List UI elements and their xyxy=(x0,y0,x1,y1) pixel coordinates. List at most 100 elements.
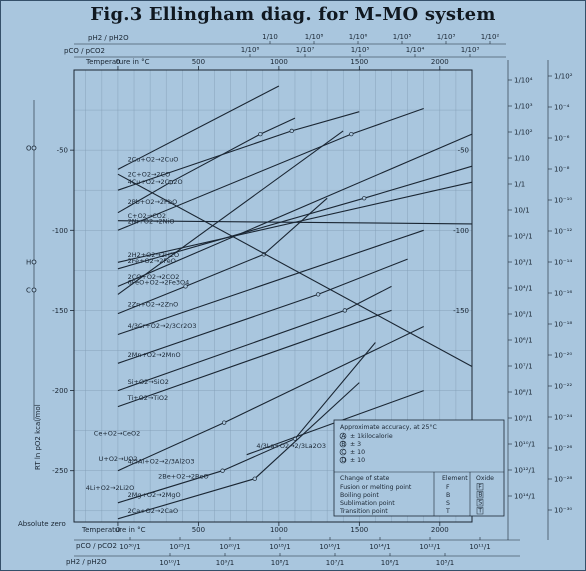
h2-right-tick-label: 10¹⁰/1 xyxy=(514,441,535,449)
co-top-tick-label: 1/10⁸ xyxy=(241,46,260,54)
po2-right-tick-label: 10⁻⁸ xyxy=(554,166,570,174)
reaction-label: 2Zn+O2→2ZnO xyxy=(128,301,179,309)
right-tick-label: -50 xyxy=(458,147,469,155)
reaction-label: 4/3Cr+O2→2/3Cr2O3 xyxy=(128,322,197,330)
change-of-state-point xyxy=(168,180,173,185)
reaction-label: 6FeO+O2→2Fe3O4 xyxy=(128,278,190,286)
accuracy-mark-letter: B xyxy=(341,441,345,448)
pivot-point xyxy=(31,259,37,265)
legend-table-header: Element xyxy=(442,475,468,482)
po2-right-tick-label: 10⁻²⁰ xyxy=(554,352,572,360)
co-top-tick-label: 1/10³ xyxy=(461,46,480,54)
x-axis-label-top: Temperature in °C xyxy=(85,58,150,66)
legend-table-header: Oxide xyxy=(476,475,494,482)
po2-right-tick-label: 10⁻⁴ xyxy=(554,104,570,112)
change-of-state-point xyxy=(362,196,367,201)
po2-right-tick-label: 10⁻³⁰ xyxy=(554,507,572,515)
series-line xyxy=(117,342,376,504)
right-tick-label: -100 xyxy=(453,227,469,235)
legend-row-change: Sublimation point xyxy=(340,500,395,507)
reaction-label: Ti+O2→TiO2 xyxy=(127,394,169,402)
reaction-label: 2Mg+O2→2MgO xyxy=(128,491,181,499)
h2-right-tick-label: 10⁹/1 xyxy=(514,415,533,423)
po2-right-tick-label: 10⁻¹⁰ xyxy=(554,197,572,205)
absolute-zero-label: Absolute zero xyxy=(18,520,66,528)
x-tick-label-top: 500 xyxy=(192,58,205,66)
series-line xyxy=(117,117,296,214)
co-bottom-tick-label: 10³⁰/1 xyxy=(119,543,140,551)
reaction-label: C+O2→CO2 xyxy=(128,212,166,220)
legend-row-change: Transition point xyxy=(339,508,388,515)
po2-right-tick-label: 10⁻⁶ xyxy=(554,135,570,143)
legend-row-oxide: T xyxy=(477,508,482,515)
po2-right-tick-label: 10⁻²⁸ xyxy=(554,476,572,484)
legend-row-oxide-box xyxy=(476,491,484,499)
h2-bottom-tick-label: 10⁶/1 xyxy=(381,559,400,567)
legend-row-element: T xyxy=(445,508,450,515)
x-tick-label-top: 0 xyxy=(116,58,120,66)
h2-right-tick-label: 10³/1 xyxy=(514,259,533,267)
po2-right-tick-label: 10⁻¹⁸ xyxy=(554,321,572,329)
y-tick-label: -200 xyxy=(52,387,68,395)
change-of-state-point xyxy=(252,476,257,481)
h2-top-tick-label: 1/10⁶ xyxy=(349,33,368,41)
h2-right-tick-label: 10²/1 xyxy=(514,233,533,241)
h2-right-tick-label: 10/1 xyxy=(514,207,530,215)
x-tick-label: 1000 xyxy=(270,526,288,534)
co-top-scale-label: pCO / pCO2 xyxy=(64,47,105,55)
reaction-label: 2Mn+O2→2MnO xyxy=(128,351,181,359)
accuracy-mark xyxy=(339,448,347,456)
h2-right-tick-label: 10⁶/1 xyxy=(514,337,533,345)
reaction-label: 4Cu+O2→2Cu2O xyxy=(128,178,183,186)
x-tick-label: 0 xyxy=(116,526,120,534)
accuracy-mark-letter: C xyxy=(341,449,345,456)
reaction-label: 2Ca+O2→2CaO xyxy=(128,507,179,515)
reaction-label: 2Ni+O2→2NiO xyxy=(128,217,175,225)
axes: 0 0 500 500 1000 1000 1500 1500 2000 2000 Temperat… xyxy=(18,58,473,534)
legend-table-header: Change of state xyxy=(340,475,389,482)
h2-right-tick-label: 1/10² xyxy=(514,129,533,137)
co-bottom-tick-label: 10²⁰/1 xyxy=(219,543,240,551)
series-line xyxy=(117,130,344,295)
co-bottom-tick-label: 10¹¹/1 xyxy=(469,543,490,551)
legend-row-change: Fusion or melting point xyxy=(340,484,412,491)
legend-row-oxide: F xyxy=(478,484,482,491)
co-bottom-scale-label: pCO / pCO2 xyxy=(76,542,117,550)
legend-row-element: S xyxy=(446,500,450,507)
accuracy-mark xyxy=(339,456,347,464)
legend-box xyxy=(333,419,505,517)
po2-right-tick-label: 10⁻²⁴ xyxy=(554,414,572,422)
chart-title: Fig.3 Ellingham diag. for M-MO system xyxy=(90,4,496,25)
h2-top-tick-label: 1/10⁵ xyxy=(393,33,412,41)
legend-row-element: F xyxy=(446,484,450,491)
x-tick-label: 1500 xyxy=(350,526,368,534)
series-line xyxy=(117,173,473,367)
legend-row-element: B xyxy=(446,492,450,499)
po2-right-tick-label: 10⁻²² xyxy=(554,383,572,391)
accuracy-mark-letter: A xyxy=(341,433,346,440)
co-top-tick-label: 1/10⁷ xyxy=(296,46,315,54)
reaction-label: 4/3Al+O2→2/3Al2O3 xyxy=(128,457,195,465)
accuracy-mark-letter: D xyxy=(341,457,346,464)
accuracy-text: ± 10 xyxy=(350,449,365,456)
reaction-labels: 4Cu+O2→2Cu2O 2Cu+O2→2CuO 6FeO+O2→2Fe3O4 2Pb… xyxy=(86,155,326,515)
legend-heading: Approximate accuracy, at 25°C xyxy=(340,423,437,431)
h2-right-tick-label: 1/1 xyxy=(514,181,525,189)
reaction-label: 2Be+O2→2BeO xyxy=(158,473,208,481)
po2-right-tick-label: 10⁻¹⁴ xyxy=(554,259,572,267)
y-tick-label: -150 xyxy=(52,307,68,315)
co-bottom-tick-label: 10¹²/1 xyxy=(419,543,440,551)
right-tick-label: -150 xyxy=(453,307,469,315)
h2-bottom-tick-label: 10¹⁰/1 xyxy=(159,559,180,567)
series-line xyxy=(117,85,280,170)
series-line xyxy=(117,229,424,336)
series-line xyxy=(117,309,392,408)
po2-right-tick-label: 1/10² xyxy=(554,73,573,81)
legend-row-oxide: B xyxy=(478,492,482,499)
co-top-tick-label: 1/10⁵ xyxy=(351,46,370,54)
h2-top-tick-label: 1/10² xyxy=(481,33,500,41)
change-of-state-point xyxy=(315,292,321,297)
pivot-label: O xyxy=(26,145,32,153)
reaction-label: 2H2+O2→2H2O xyxy=(128,251,180,259)
h2-right-tick-label: 10⁸/1 xyxy=(514,389,533,397)
